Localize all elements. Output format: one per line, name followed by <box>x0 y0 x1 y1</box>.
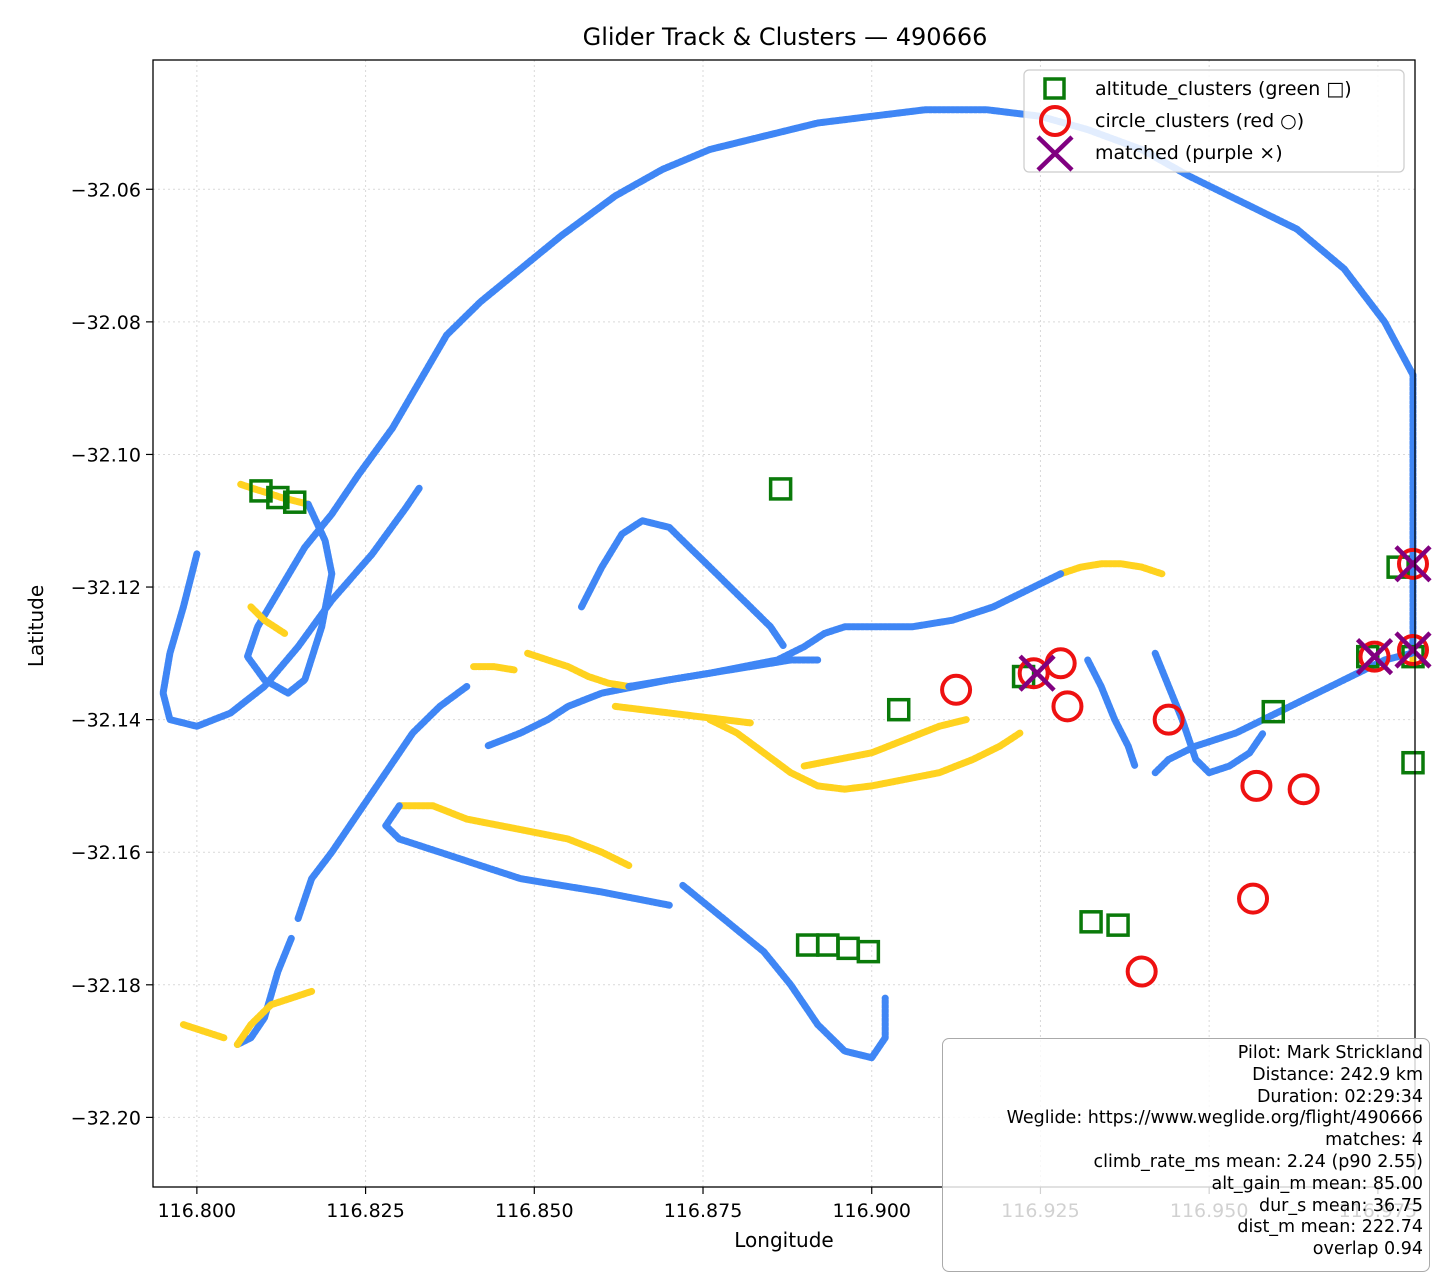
grid <box>153 60 1415 1187</box>
info-distance: Distance: 242.9 km <box>1252 1064 1423 1085</box>
track-segment-climb <box>470 663 518 674</box>
info-climb-rate: climb_rate_ms mean: 2.24 (p90 2.55) <box>1093 1151 1423 1172</box>
altitude-cluster-marker <box>282 490 307 514</box>
y-axis-label: Latitude <box>24 585 48 667</box>
legend-square-icon <box>1043 77 1066 100</box>
y-tick-label: −32.18 <box>71 975 141 997</box>
altitude-cluster-marker <box>1261 699 1286 724</box>
altitude-cluster-marker <box>249 479 273 503</box>
info-duration-mean: dur_s mean: 36.75 <box>1258 1195 1423 1216</box>
track-segment-glide <box>159 484 424 730</box>
track-segment-climb <box>1057 560 1166 578</box>
track-segment-glide <box>244 106 1417 697</box>
altitude-cluster-marker <box>1401 750 1425 775</box>
y-tick-label: −32.16 <box>71 842 141 864</box>
track-segment-glide <box>294 683 471 922</box>
info-weglide-link[interactable]: Weglide: https://www.weglide.org/flight/… <box>1006 1108 1423 1129</box>
matched-marker <box>1018 654 1056 692</box>
track-segment-glide <box>625 656 822 690</box>
circle-cluster-marker <box>1237 882 1270 915</box>
circle-cluster-marker <box>1240 769 1273 802</box>
info-pilot: Pilot: Mark Strickland <box>1237 1043 1423 1063</box>
legend-label-altitude: altitude_clusters (green □) <box>1095 78 1352 100</box>
circle-cluster-marker <box>1397 547 1429 580</box>
matched-marker <box>1394 545 1432 583</box>
track-segment-glide <box>233 934 295 1048</box>
x-tick-label: 116.800 <box>158 1200 237 1222</box>
x-tick-label: 116.900 <box>832 1200 911 1222</box>
altitude-cluster-marker <box>768 477 793 501</box>
circle-cluster-marker <box>1358 640 1391 673</box>
x-tick-label: 116.850 <box>495 1200 574 1222</box>
y-tick-label: −32.12 <box>71 577 141 599</box>
flight-info-box: Pilot: Mark Strickland Distance: 242.9 k… <box>942 1038 1430 1272</box>
track-segment-climb <box>233 987 316 1048</box>
info-distance-mean: dist_m mean: 222.74 <box>1237 1217 1423 1238</box>
track-segment-glide <box>679 881 889 1062</box>
altitude-cluster-marker <box>266 485 290 510</box>
circle-cluster-marker <box>1051 690 1084 723</box>
y-tick-label: −32.14 <box>71 710 141 732</box>
circle-cluster-marker <box>1397 634 1429 667</box>
matched-marker <box>1355 638 1394 676</box>
chart-title: Glider Track & Clusters — 490666 <box>583 23 988 51</box>
legend-label-circle: circle_clusters (red ○) <box>1095 110 1304 132</box>
plot-frame <box>152 59 1416 1188</box>
x-tick-label: 116.875 <box>664 1200 743 1222</box>
y-tick-label: −32.06 <box>71 179 141 201</box>
track-segment-glide <box>1084 656 1139 770</box>
legend-label-matched: matched (purple ×) <box>1095 142 1283 164</box>
y-axis: −32.06 −32.08 −32.10 −32.12 −32.14 −32.16 −32.… <box>71 179 153 1129</box>
altitude-cluster-marker <box>836 936 860 961</box>
x-tick-label: 116.825 <box>326 1200 405 1222</box>
track-segment-climb <box>611 702 754 727</box>
track <box>159 106 1417 1062</box>
track-segment-glide <box>1151 649 1267 777</box>
track-segment-climb <box>800 716 970 770</box>
y-tick-label: −32.08 <box>71 312 141 334</box>
altitude-cluster-marker <box>795 933 820 957</box>
altitude-cluster-marker <box>856 939 881 964</box>
track-segment-glide <box>578 517 788 651</box>
circle-cluster-marker <box>1044 647 1077 680</box>
altitude-cluster-marker <box>886 697 911 722</box>
circle-cluster-marker <box>1287 773 1320 806</box>
matched-marker <box>1394 631 1432 669</box>
info-matches: matches: 4 <box>1325 1130 1423 1151</box>
info-alt-gain: alt_gain_m mean: 85.00 <box>1211 1173 1423 1194</box>
legend: altitude_clusters (green □) circle_clust… <box>1023 69 1405 173</box>
x-axis-label: Longitude <box>734 1228 833 1252</box>
circle-cluster-marker <box>1125 955 1158 988</box>
track-segment-climb <box>524 649 633 690</box>
legend-circle-icon <box>1039 105 1071 137</box>
circle-cluster-marker <box>1152 703 1185 736</box>
matched-markers <box>1018 545 1432 692</box>
legend-x-icon <box>1036 135 1074 172</box>
track-segment-climb <box>706 716 1024 793</box>
info-duration: Duration: 02:29:34 <box>1256 1086 1423 1107</box>
circle-cluster-marker <box>940 673 973 706</box>
circle-cluster-marker <box>1017 657 1050 690</box>
track-segment-glide <box>382 802 673 909</box>
info-overlap: overlap 0.94 <box>1312 1239 1423 1260</box>
track-segment-climb <box>247 603 289 637</box>
y-tick-label: −32.20 <box>71 1107 141 1129</box>
altitude-cluster-marker <box>1079 910 1103 934</box>
circle-clusters <box>940 547 1429 988</box>
altitude-cluster-marker <box>1401 644 1425 669</box>
altitude-cluster-marker <box>1106 913 1130 937</box>
y-tick-label: −32.10 <box>71 444 141 466</box>
track-segment-climb <box>179 1021 228 1042</box>
legend-box <box>1023 69 1405 173</box>
track-segment-climb <box>395 802 633 869</box>
altitude-cluster-marker <box>816 933 840 957</box>
